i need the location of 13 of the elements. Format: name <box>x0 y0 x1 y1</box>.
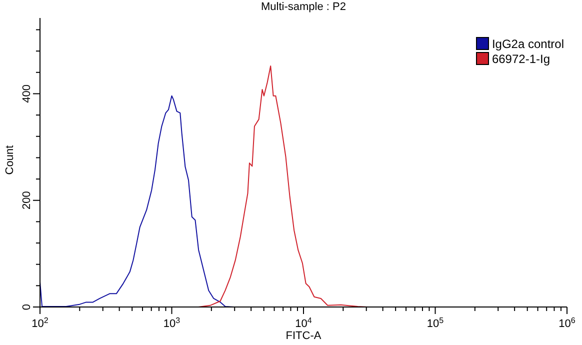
legend-label: IgG2a control <box>492 36 564 50</box>
y-axis-title: Count <box>4 144 16 177</box>
x-tick-label: 10$^{3}$ <box>163 316 181 330</box>
chart-title: Multi-sample : P2 <box>260 1 347 13</box>
legend-label: 66972-1-Ig <box>492 52 550 66</box>
y-tick-label: 200 <box>21 191 33 210</box>
y-tick-label: 0 <box>21 304 33 310</box>
x-axis-title: FITC-A <box>284 330 322 342</box>
x-tick-label: 10$^{5}$ <box>426 316 444 330</box>
x-tick-label: 10$^{6}$ <box>558 316 576 330</box>
x-tick-label: 10$^{4}$ <box>295 316 312 330</box>
x-tick-label: 10$^{2}$ <box>32 316 49 330</box>
y-tick-label: 400 <box>21 84 33 103</box>
